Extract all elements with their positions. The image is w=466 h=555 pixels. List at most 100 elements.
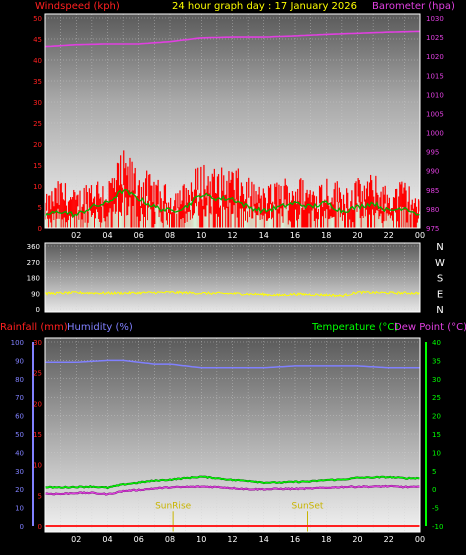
time-tick-label: 12 bbox=[227, 535, 237, 544]
wind-speed-bar bbox=[207, 195, 209, 228]
wind-speed-bar bbox=[365, 209, 368, 228]
wind-gust-bar bbox=[162, 200, 164, 228]
wind-gust-bar bbox=[288, 192, 290, 228]
wind-gust-bar bbox=[293, 201, 296, 228]
wind-gust-bar bbox=[145, 178, 147, 228]
wind-gust-bar bbox=[234, 198, 236, 228]
wind-gust-bar bbox=[387, 203, 389, 228]
wind-gust-bar bbox=[305, 192, 307, 228]
wind-speed-bar bbox=[408, 211, 410, 228]
wind-gust-bar bbox=[138, 180, 140, 228]
wind-gust-bar bbox=[152, 202, 154, 228]
wind-gust-bar bbox=[265, 211, 268, 228]
barometer-tick-label: 990 bbox=[426, 168, 439, 176]
wind-gust-bar bbox=[392, 197, 395, 228]
wind-gust-bar bbox=[118, 185, 121, 228]
wind-speed-bar bbox=[165, 220, 168, 228]
wind-speed-bar bbox=[54, 212, 56, 228]
wind-speed-bar bbox=[122, 202, 124, 228]
wind-gust-bar bbox=[352, 209, 354, 228]
wind-speed-bar bbox=[246, 208, 248, 228]
wind-gust-bar bbox=[267, 185, 270, 228]
wind-speed-bar bbox=[215, 213, 218, 228]
wind-gust-bar bbox=[408, 186, 410, 228]
wind-speed-bar bbox=[210, 214, 212, 228]
barometer-axis-title: Barometer (hpa) bbox=[372, 1, 455, 12]
wind-gust-bar bbox=[362, 206, 364, 228]
wind-speed-bar bbox=[121, 215, 123, 228]
wind-speed-bar bbox=[198, 215, 200, 228]
wind-speed-bar bbox=[288, 220, 290, 228]
wind-gust-bar bbox=[184, 211, 186, 228]
wind-gust-bar bbox=[160, 198, 162, 228]
wind-barometer-panel: 0510152025303540455097598098599099510001… bbox=[33, 13, 444, 240]
wind-gust-bar bbox=[64, 183, 67, 228]
windspeed-tick-label: 20 bbox=[33, 141, 42, 149]
wind-speed-bar bbox=[286, 205, 288, 228]
wind-speed-bar bbox=[126, 215, 128, 228]
wind-speed-bar bbox=[411, 210, 413, 228]
wind-speed-bar bbox=[254, 212, 256, 228]
wind-speed-bar bbox=[243, 211, 246, 228]
wind-speed-bar bbox=[264, 213, 267, 228]
wind-speed-bar bbox=[108, 212, 110, 228]
wind-gust-bar bbox=[80, 211, 82, 228]
wind-gust-bar bbox=[105, 199, 107, 228]
wind-gust-bar bbox=[271, 203, 273, 228]
rainfall-tick-label: 0 bbox=[38, 523, 42, 531]
time-tick-label: 08 bbox=[165, 535, 175, 544]
wind-speed-bar bbox=[349, 219, 351, 228]
wind-gust-bar bbox=[406, 210, 408, 228]
wind-gust-bar bbox=[240, 182, 243, 228]
wind-speed-bar bbox=[332, 217, 334, 228]
wind-speed-bar bbox=[387, 215, 389, 228]
rainfall-tick-label: 10 bbox=[33, 462, 42, 470]
wind-gust-bar bbox=[176, 213, 178, 228]
wind-gust-bar bbox=[332, 204, 334, 228]
wind-gust-bar bbox=[55, 188, 57, 228]
wind-speed-bar bbox=[249, 217, 251, 228]
wind-speed-bar bbox=[389, 218, 392, 228]
wind-gust-bar bbox=[147, 200, 149, 228]
wind-gust-bar bbox=[399, 182, 401, 228]
windspeed-tick-label: 0 bbox=[38, 225, 42, 233]
temperature-tick-label: 40 bbox=[432, 339, 441, 347]
wind-gust-bar bbox=[253, 184, 255, 228]
wind-speed-bar bbox=[346, 208, 348, 228]
wind-gust-bar bbox=[282, 203, 284, 228]
wind-gust-bar bbox=[84, 212, 86, 228]
wind-gust-bar bbox=[76, 195, 78, 228]
wind-speed-bar bbox=[125, 197, 127, 228]
wind-gust-bar bbox=[124, 168, 126, 228]
time-tick-label: 10 bbox=[196, 231, 206, 240]
barometer-tick-label: 1015 bbox=[426, 72, 444, 80]
wind-speed-bar bbox=[384, 203, 386, 228]
wind-gust-bar bbox=[347, 192, 349, 228]
wind-speed-bar bbox=[163, 211, 165, 228]
wind-gust-bar bbox=[360, 201, 362, 228]
wind-speed-bar bbox=[204, 216, 206, 228]
wind-speed-bar bbox=[99, 222, 101, 228]
wind-gust-bar bbox=[410, 204, 412, 228]
wind-speed-bar bbox=[373, 215, 375, 228]
barometer-tick-label: 980 bbox=[426, 206, 439, 214]
wind-gust-bar bbox=[75, 199, 77, 228]
wind-gust-bar bbox=[268, 187, 271, 228]
wind-gust-bar bbox=[241, 186, 244, 228]
wind-gust-bar bbox=[373, 196, 375, 228]
wind-gust-bar bbox=[56, 203, 58, 228]
windspeed-axis-title: Windspeed (kph) bbox=[35, 1, 120, 12]
wind-speed-bar bbox=[406, 222, 408, 228]
wind-speed-bar bbox=[154, 224, 156, 228]
wind-speed-bar bbox=[324, 210, 326, 228]
wind-gust-bar bbox=[202, 205, 204, 228]
wind-gust-bar bbox=[131, 161, 133, 228]
wind-gust-bar bbox=[78, 210, 80, 228]
wind-gust-bar bbox=[247, 211, 249, 228]
wind-gust-bar bbox=[237, 168, 239, 228]
wind-speed-bar bbox=[182, 217, 184, 228]
wind-gust-bar bbox=[67, 201, 70, 228]
wind-gust-bar bbox=[351, 190, 353, 228]
temperature-tick-label: 10 bbox=[432, 449, 441, 457]
